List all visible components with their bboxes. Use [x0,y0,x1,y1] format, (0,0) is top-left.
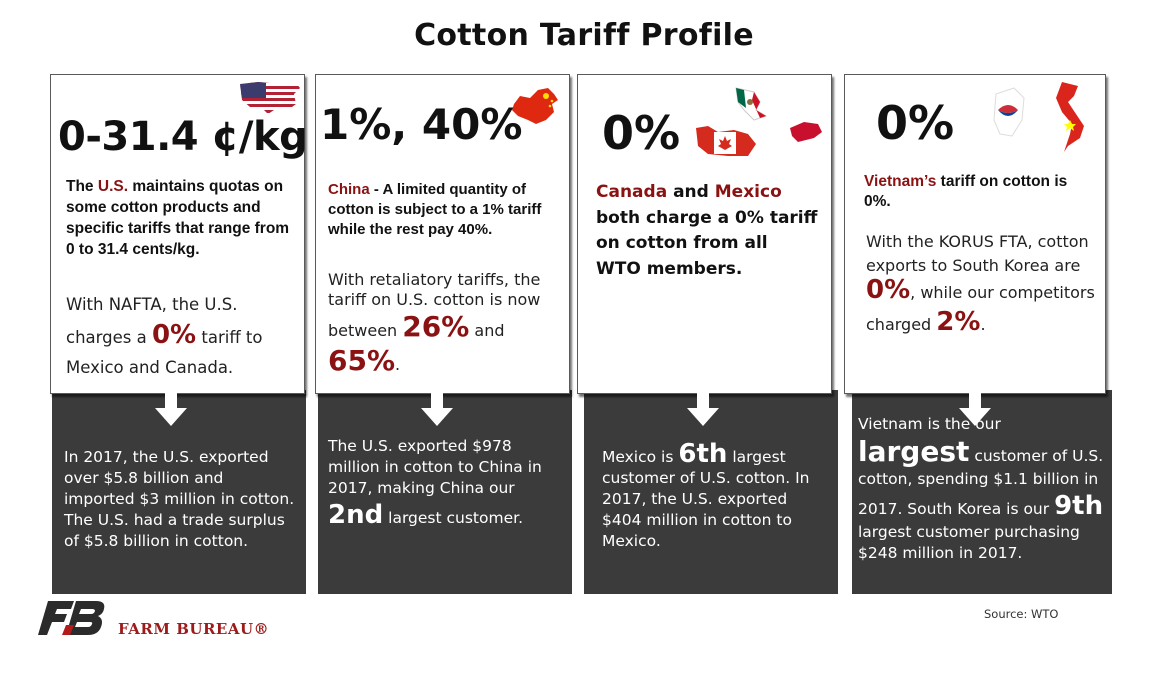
mexico-label: Mexico [714,182,782,202]
page-title: Cotton Tariff Profile [414,18,754,53]
china-dark-text: The U.S. exported $978 million in cotton… [328,437,542,530]
canmex-dark-text: Mexico is 6th largest customer of U.S. c… [602,439,810,550]
china-retaliatory-text: With retaliatory tariffs, the tariff on … [328,270,541,377]
china-pct-26: 26% [402,310,470,343]
vietnam-dark-panel [852,390,1112,594]
us-flag-map-icon [240,82,300,114]
canada-mexico-flag-map-icon [696,87,822,156]
china-pct-65: 65% [328,344,396,377]
china-flag-map-icon [512,88,558,124]
us-lead-text: The U.S. maintains quotas on some cotton… [66,178,290,258]
down-arrow-icon [687,392,719,426]
canmex-lead-text: Canada and Mexico both charge a 0% tarif… [596,182,818,279]
us-dark-text: In 2017, the U.S. exported over $5.8 bil… [64,448,295,550]
china-rank: 2nd [328,500,384,530]
us-tariff-value: 0-31.4 ¢/kg [58,114,308,160]
us-dark-panel [52,390,306,594]
vietnam-dark-text: Vietnam is the our largest customer of U… [858,415,1104,562]
us-label: U.S. [97,178,129,195]
korea-pct: 0% [866,275,911,305]
competitor-pct: 2% [936,307,981,337]
us-nafta-pct: 0% [151,320,197,350]
china-dark-panel [318,390,572,594]
china-tariff-value: 1%, 40% [320,100,523,149]
canmex-dark-panel [584,390,838,594]
korea-rank: 9th [1054,491,1104,521]
china-label: China [328,181,370,198]
source-note: Source: WTO [984,607,1059,621]
vietnam-label: Vietnam’s [864,173,937,190]
vietnam-lead-text: Vietnam’s tariff on cotton is 0%. [864,173,1068,210]
mexico-rank: 6th [678,439,728,469]
farm-bureau-wordmark: FARM BUREAU® [118,620,270,638]
china-lead-text: China - A limited quantity of cotton is … [328,181,542,238]
vietnam-tariff-value: 0% [876,96,955,150]
vietnam-korus-text: With the KORUS FTA, cotton exports to So… [866,232,1095,337]
canada-label: Canada [596,182,668,202]
china-card [315,74,570,394]
farm-bureau-logo-icon [38,601,105,635]
down-arrow-icon [421,392,453,426]
us-nafta-text: With NAFTA, the U.S. charges a 0% tariff… [66,295,263,377]
us-card [50,74,305,394]
korea-vietnam-flag-map-icon [993,82,1084,152]
down-arrow-icon [959,392,991,426]
down-arrow-icon [155,392,187,426]
canmex-tariff-value: 0% [602,106,681,160]
vietnam-rank: largest [858,435,970,468]
